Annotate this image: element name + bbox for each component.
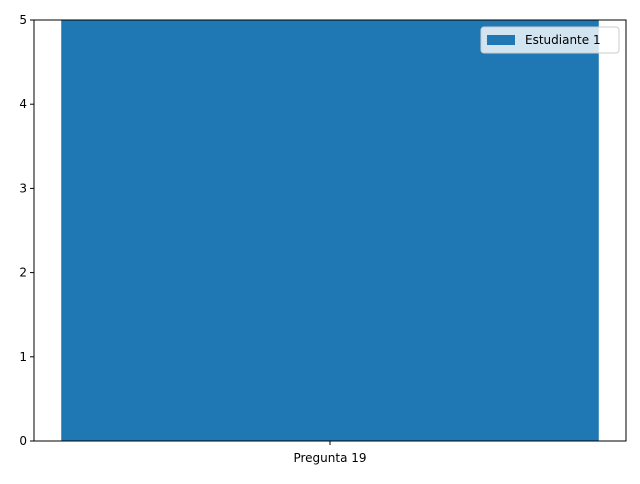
y-tick-label: 5	[19, 13, 27, 27]
y-tick-label: 0	[19, 434, 27, 448]
y-tick-label: 1	[19, 350, 27, 364]
legend: Estudiante 1	[480, 26, 620, 54]
bar	[61, 20, 599, 441]
legend-label: Estudiante 1	[525, 33, 601, 47]
y-tick-label: 2	[19, 266, 27, 280]
y-tick-label: 4	[19, 97, 27, 111]
x-tick-label: Pregunta 19	[293, 451, 366, 465]
bars-layer	[61, 20, 599, 441]
legend-box	[480, 26, 620, 54]
y-tick-label: 3	[19, 181, 27, 195]
axes-layer: 0 1 2 3 4 5 Pregunta 19	[19, 13, 627, 465]
legend-swatch	[487, 35, 515, 45]
